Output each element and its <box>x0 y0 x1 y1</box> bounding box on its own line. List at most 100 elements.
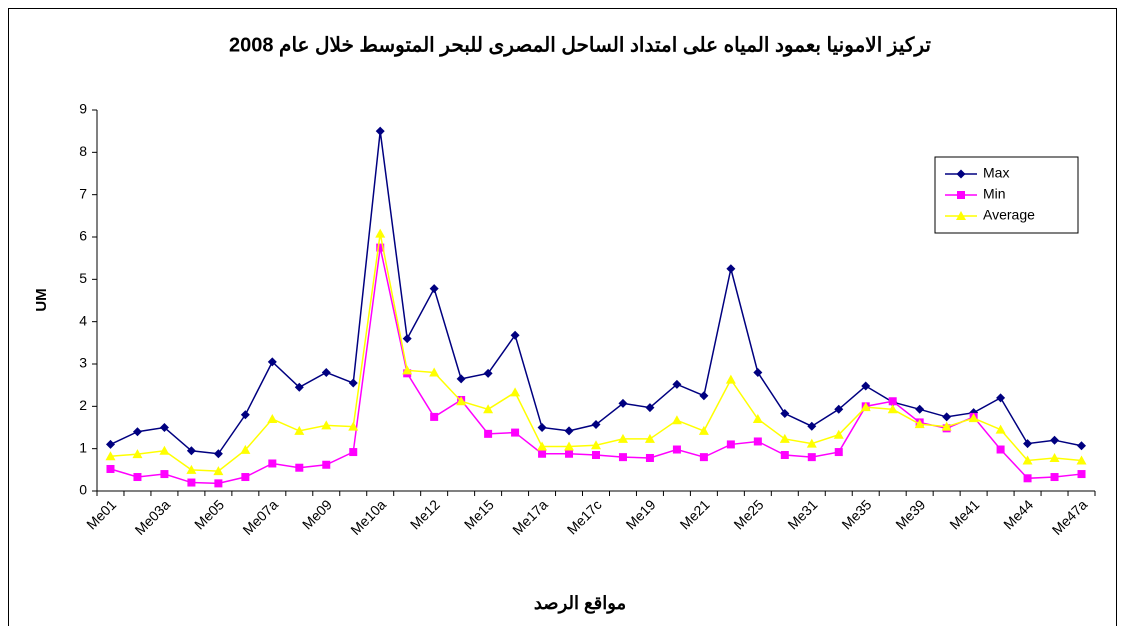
y-tick-label: 9 <box>79 101 87 117</box>
point <box>725 374 736 384</box>
point <box>402 365 413 375</box>
point <box>834 404 844 414</box>
point <box>159 445 170 455</box>
point <box>861 381 871 391</box>
point <box>322 460 331 469</box>
point <box>429 367 440 377</box>
point <box>699 453 708 462</box>
point <box>537 441 548 451</box>
y-tick-label: 8 <box>79 143 87 159</box>
point <box>106 464 115 473</box>
point <box>645 403 655 413</box>
point <box>1050 435 1060 445</box>
point <box>592 451 600 460</box>
point <box>510 330 520 340</box>
y-tick-label: 7 <box>79 185 87 201</box>
point <box>617 433 628 443</box>
point <box>591 440 601 450</box>
point <box>780 409 790 419</box>
point <box>956 169 966 179</box>
point <box>213 449 223 459</box>
point <box>1049 452 1060 462</box>
point <box>887 404 898 414</box>
point <box>941 421 952 431</box>
point <box>294 382 304 392</box>
point <box>726 264 736 274</box>
point <box>698 425 709 435</box>
point <box>214 479 223 488</box>
point <box>159 423 169 432</box>
y-tick-label: 1 <box>79 439 87 455</box>
point <box>429 284 439 294</box>
point <box>456 396 467 406</box>
point <box>888 397 897 406</box>
point <box>672 379 682 389</box>
point <box>511 428 520 437</box>
point <box>807 421 817 431</box>
point <box>1050 473 1059 482</box>
legend-label: Average <box>983 207 1035 223</box>
point <box>484 429 493 438</box>
point <box>834 448 843 457</box>
point <box>483 368 493 378</box>
point <box>186 464 197 474</box>
y-tick-label: 5 <box>79 270 87 286</box>
point <box>1077 470 1086 479</box>
point <box>644 433 655 443</box>
point <box>349 448 358 457</box>
point <box>240 410 250 420</box>
point <box>538 449 547 458</box>
point <box>295 463 304 472</box>
point <box>957 191 965 199</box>
y-axis-label: UM <box>33 288 50 311</box>
point <box>1023 474 1032 483</box>
point <box>968 413 979 423</box>
point <box>376 243 385 252</box>
point <box>241 473 250 482</box>
point <box>321 367 331 377</box>
point <box>752 414 763 424</box>
point <box>268 459 277 468</box>
point <box>1076 455 1087 465</box>
chart-border <box>8 8 1117 631</box>
point <box>915 404 925 414</box>
point <box>726 440 735 449</box>
point <box>833 429 844 439</box>
point <box>591 420 601 430</box>
point <box>105 451 116 461</box>
point <box>267 357 277 367</box>
point <box>753 367 763 377</box>
point <box>618 453 627 462</box>
point <box>294 425 305 435</box>
point <box>1023 439 1033 449</box>
point <box>996 445 1005 454</box>
point <box>618 398 628 408</box>
point <box>806 438 817 448</box>
point <box>267 414 278 424</box>
point <box>483 404 494 414</box>
y-tick-label: 6 <box>79 228 87 244</box>
point <box>942 412 952 422</box>
point <box>321 420 332 430</box>
point <box>996 393 1006 403</box>
point <box>645 453 654 462</box>
point <box>402 334 412 344</box>
point <box>375 126 385 136</box>
point <box>187 478 196 487</box>
point <box>510 387 521 397</box>
legend-label: Min <box>983 186 1006 202</box>
point <box>807 453 816 462</box>
point <box>375 228 386 238</box>
point <box>1022 455 1033 465</box>
point <box>537 423 547 432</box>
x-axis-label: مواقع الرصد <box>534 593 626 614</box>
point <box>430 412 439 421</box>
point <box>779 433 790 443</box>
y-tick-label: 4 <box>79 312 87 328</box>
point <box>780 451 789 460</box>
point <box>956 211 966 220</box>
point <box>132 427 142 437</box>
point <box>160 470 169 479</box>
point <box>348 421 359 431</box>
